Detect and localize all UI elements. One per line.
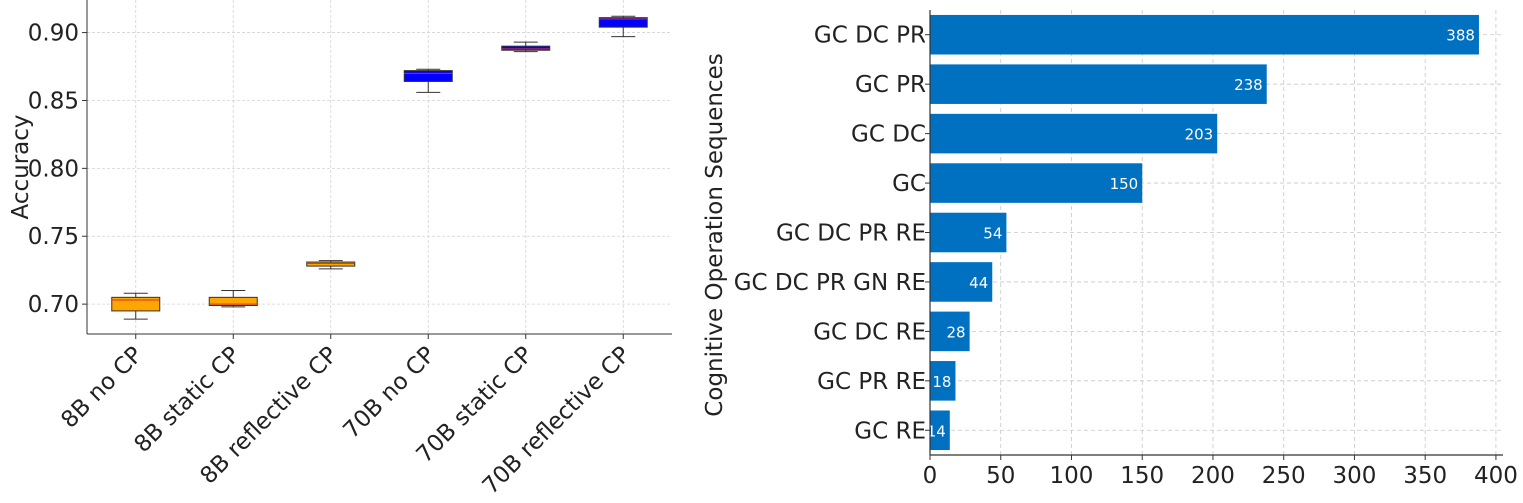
bar xyxy=(930,212,1007,253)
box-rect xyxy=(501,45,551,51)
box-group xyxy=(208,290,258,308)
box-y-tick-label: 0.90 xyxy=(28,21,79,47)
bar-chart-category-labels: GC DC PR GC PR GC DC GC GC DC PR RE GC DC PR … xyxy=(734,23,930,444)
bar-value-label: 28 xyxy=(947,323,966,341)
bar-category-label: GC DC RE xyxy=(813,319,926,345)
bar-value-label: 150 xyxy=(1110,175,1139,193)
bar-x-tick-label: 400 xyxy=(1474,463,1518,489)
box-y-tick-label: 0.70 xyxy=(28,292,79,318)
box-rect xyxy=(598,17,648,28)
bar-group: 203 xyxy=(930,113,1218,154)
box-rect xyxy=(403,70,453,82)
bar xyxy=(930,163,1143,203)
bar-category-label: GC xyxy=(892,171,926,197)
bar-value-label: 18 xyxy=(932,373,951,391)
bar-category-label: GC DC PR xyxy=(814,23,926,49)
bar-value-label: 44 xyxy=(969,274,988,292)
box-plot-axes xyxy=(86,0,672,335)
bar-chart-bars: 388 238 203 150 54 44 28 18 14 xyxy=(927,14,1479,451)
box-plot-y-axis-label: Accuracy xyxy=(8,114,34,219)
bar-group: 54 xyxy=(930,212,1007,253)
box-plot-boxes xyxy=(111,15,648,320)
bar xyxy=(930,262,993,302)
bar-value-label: 203 xyxy=(1185,126,1214,144)
box-rect xyxy=(111,296,161,312)
bar-category-label: GC PR RE xyxy=(817,369,926,395)
bar-x-tick-label: 0 xyxy=(923,463,938,489)
bar-category-label: GC PR xyxy=(855,72,926,98)
bar-group: 18 xyxy=(930,361,956,401)
bar-category-label: GC DC PR RE xyxy=(776,221,926,247)
bar-x-tick-label: 50 xyxy=(986,463,1015,489)
bar-value-label: 388 xyxy=(1446,27,1475,45)
box-x-tick-label: 70B no CP xyxy=(338,342,440,444)
bar-value-label: 238 xyxy=(1234,76,1263,94)
bar-x-tick-label: 150 xyxy=(1120,463,1164,489)
bar-group: 28 xyxy=(930,311,970,352)
bar-category-label: GC RE xyxy=(854,418,926,444)
bar-x-tick-label: 200 xyxy=(1191,463,1235,489)
bar xyxy=(930,14,1479,55)
bar-x-tick-label: 250 xyxy=(1262,463,1306,489)
bar-x-tick-label: 300 xyxy=(1332,463,1376,489)
bar-chart-x-ticks: 0 50 100 150 200 250 300 350 400 xyxy=(923,455,1518,489)
box-group xyxy=(598,15,648,38)
bar-group: 150 xyxy=(930,163,1143,203)
bar xyxy=(930,64,1267,104)
bar xyxy=(930,113,1218,154)
box-group xyxy=(501,41,551,53)
bar xyxy=(930,311,970,352)
box-group xyxy=(306,260,356,270)
bar-value-label: 54 xyxy=(983,225,1002,243)
bar-value-label: 14 xyxy=(927,422,946,440)
box-plot-y-ticks: 0.70 0.75 0.80 0.85 0.90 xyxy=(28,21,87,318)
box-x-tick-label: 8B no CP xyxy=(56,342,148,434)
bar xyxy=(930,410,950,451)
bar-x-tick-label: 100 xyxy=(1050,463,1094,489)
bar-category-label: GC DC PR GN RE xyxy=(734,270,926,296)
bar-group: 238 xyxy=(930,64,1267,104)
bar-category-label: GC DC xyxy=(851,122,926,148)
box-rect xyxy=(208,296,258,306)
bar-x-tick-label: 350 xyxy=(1403,463,1447,489)
box-y-tick-label: 0.80 xyxy=(28,156,79,182)
bar-group: 14 xyxy=(927,410,950,451)
box-y-tick-label: 0.75 xyxy=(28,224,79,250)
box-y-tick-label: 0.85 xyxy=(28,88,79,114)
box-group xyxy=(403,68,453,93)
bar-chart-y-axis-label: Cognitive Operation Sequences xyxy=(702,53,728,416)
bar-group: 388 xyxy=(930,14,1479,55)
box-rect xyxy=(306,261,356,267)
box-plot-grid xyxy=(87,0,672,334)
bar xyxy=(930,361,956,401)
bar-group: 44 xyxy=(930,262,993,302)
box-group xyxy=(111,292,161,320)
